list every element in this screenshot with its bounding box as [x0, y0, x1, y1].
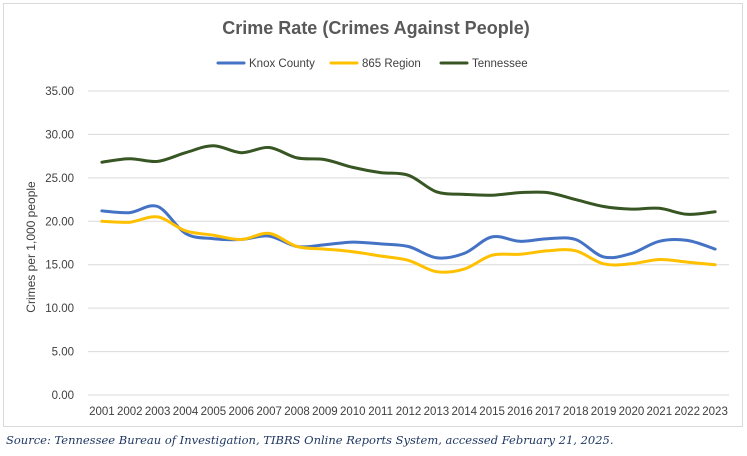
- x-tick-label: 2016: [507, 406, 533, 418]
- y-tick-label: 5.00: [52, 347, 74, 359]
- legend-label-865-region: 865 Region: [362, 58, 421, 70]
- x-tick-label: 2012: [396, 406, 422, 418]
- y-tick-label: 0.00: [52, 390, 74, 402]
- chart-frame: Crime Rate (Crimes Against People) Crime…: [3, 3, 743, 427]
- x-tick-label: 2021: [647, 406, 673, 418]
- x-axis-ticks: 2001 2002 2003 2004 2005 2006 2007 2008 2009 2010…: [89, 406, 728, 418]
- y-axis-label: Crimes per 1,000 people: [24, 181, 38, 313]
- x-tick-label: 2022: [674, 406, 700, 418]
- chart-title: Crime Rate (Crimes Against People): [222, 18, 529, 38]
- y-tick-label: 20.00: [45, 216, 74, 228]
- x-tick-label: 2019: [591, 406, 617, 418]
- x-tick-label: 2011: [368, 406, 393, 418]
- x-tick-label: 2017: [535, 406, 561, 418]
- x-tick-label: 2013: [424, 406, 450, 418]
- x-tick-label: 2009: [312, 406, 338, 418]
- gridlines: [88, 90, 729, 396]
- legend-label-tennessee: Tennessee: [472, 58, 528, 70]
- y-axis-ticks: 0.00 5.00 10.00 15.00 20.00 25.00 30.00 35.00: [45, 86, 74, 402]
- y-tick-label: 25.00: [45, 173, 74, 185]
- series-line-knox-county: [100, 204, 717, 260]
- x-tick-label: 2001: [89, 406, 115, 418]
- y-tick-label: 35.00: [45, 86, 74, 98]
- x-tick-label: 2020: [619, 406, 645, 418]
- series-line-865-region: [100, 215, 717, 274]
- x-tick-label: 2023: [702, 406, 728, 418]
- x-tick-label: 2018: [563, 406, 589, 418]
- x-tick-label: 2004: [173, 406, 199, 418]
- x-tick-label: 2005: [201, 406, 227, 418]
- x-tick-label: 2006: [228, 406, 254, 418]
- y-tick-label: 15.00: [45, 260, 74, 272]
- x-tick-label: 2014: [451, 406, 477, 418]
- legend: Knox County 865 Region Tennessee: [216, 58, 528, 70]
- line-chart: Crime Rate (Crimes Against People) Crime…: [24, 18, 729, 418]
- x-tick-label: 2015: [479, 406, 505, 418]
- y-tick-label: 10.00: [45, 303, 74, 315]
- x-tick-label: 2002: [117, 406, 143, 418]
- legend-label-knox-county: Knox County: [249, 58, 315, 70]
- x-tick-label: 2008: [284, 406, 310, 418]
- source-note: Source: Tennessee Bureau of Investigatio…: [6, 433, 614, 447]
- x-tick-label: 2003: [145, 406, 171, 418]
- x-tick-label: 2010: [340, 406, 366, 418]
- series-lines: [100, 144, 717, 274]
- x-tick-label: 2007: [256, 406, 282, 418]
- y-tick-label: 30.00: [45, 129, 74, 141]
- series-line-tennessee: [100, 144, 717, 216]
